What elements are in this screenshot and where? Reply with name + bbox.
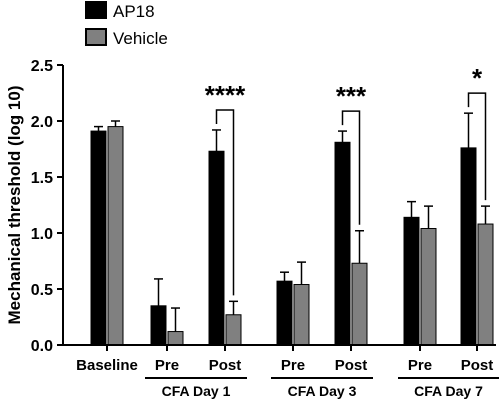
significance-label: * [472,63,483,93]
bar [460,147,477,346]
group-label: CFA Day 3 [288,383,357,399]
x-tick-label: Pre [281,357,305,374]
bar [107,126,124,346]
y-tick-label: 0.5 [31,282,53,299]
bar [90,130,107,346]
group-label: CFA Day 7 [414,383,483,399]
y-tick-label: 2.5 [31,58,53,75]
y-axis-label: Mechanical threshold (log 10) [5,86,24,325]
significance-bracket [215,109,235,296]
legend-swatch-vehicle [85,28,107,46]
significance-markers: **** **** [205,63,487,296]
bar [225,314,242,346]
x-tick-label: Post [209,357,242,374]
group-label: CFA Day 1 [162,383,231,399]
y-tick-label: 1.5 [31,170,53,187]
bar [167,331,184,346]
x-axis: Baseline Pre Post Pre Post Pre Post [63,344,496,374]
legend-label-ap18: AP18 [113,2,155,21]
bar [293,284,310,346]
group-labels: CFA Day 1 CFA Day 3 CFA Day 7 [145,377,499,399]
legend-label-vehicle: Vehicle [113,29,168,48]
bar [276,280,293,346]
bar [334,141,351,346]
error-bars [94,112,490,332]
y-tick-label: 1.0 [31,226,53,243]
x-tick-label: Post [335,357,368,374]
bar [351,262,368,346]
bar [420,228,437,346]
x-tick-label: Post [461,357,494,374]
y-axis: 0.0 0.5 1.0 1.5 2.0 2.5 [31,58,64,355]
legend-swatch-ap18 [85,1,107,19]
x-tick-label: Pre [408,357,432,374]
significance-bracket [467,92,487,201]
bar [477,223,494,346]
x-tick-label: Baseline [76,357,138,374]
significance-bracket [341,110,361,225]
bar [208,150,225,346]
significance-label: *** [336,81,367,111]
significance-label: **** [205,80,246,110]
legend: AP18 Vehicle [85,1,168,48]
bar [403,216,420,346]
x-tick-label: Pre [155,357,179,374]
bar [150,305,167,346]
y-tick-label: 0.0 [31,338,53,355]
y-tick-label: 2.0 [31,114,53,131]
bars [90,126,494,346]
